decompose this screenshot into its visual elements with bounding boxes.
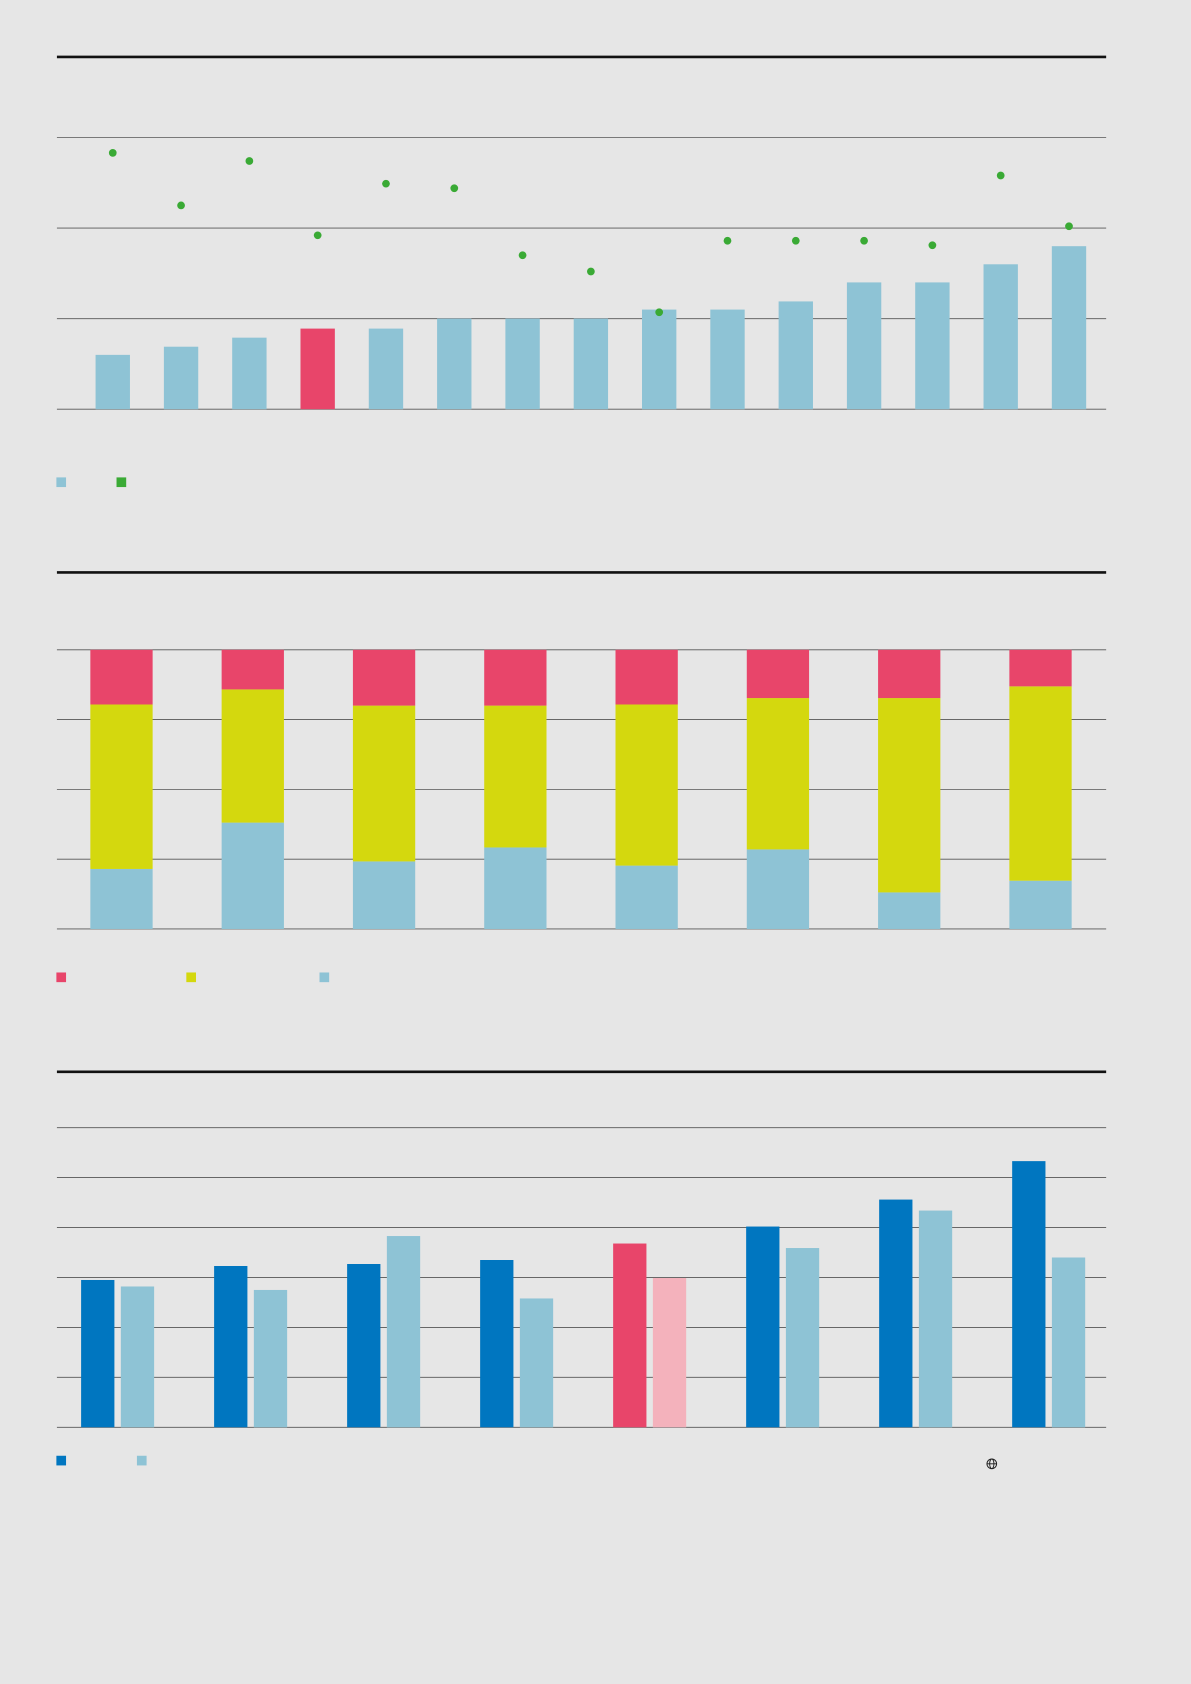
- bar: [214, 1265, 248, 1428]
- bar: [120, 1286, 155, 1428]
- legend-swatch: [56, 1455, 67, 1466]
- bar-segment: [221, 689, 284, 823]
- bar-segment: [746, 849, 810, 929]
- bar: [1051, 1257, 1086, 1428]
- legend-swatch: [56, 972, 67, 983]
- dot: [450, 184, 459, 193]
- dot: [587, 267, 595, 276]
- dot: [928, 241, 937, 250]
- bar-segment: [221, 822, 284, 929]
- dot: [1065, 222, 1073, 231]
- bar-segment: [352, 861, 416, 929]
- bar-segment: [221, 649, 284, 690]
- bar: [81, 1279, 115, 1428]
- bar: [232, 337, 267, 410]
- bar: [300, 328, 335, 410]
- legend-swatch: [319, 972, 330, 983]
- dot: [996, 171, 1005, 180]
- bar: [163, 346, 199, 410]
- bar: [642, 309, 677, 410]
- bar-segment: [1009, 686, 1072, 881]
- bar-segment: [615, 865, 678, 929]
- bar-segment: [90, 868, 153, 929]
- bar-segment: [615, 704, 678, 866]
- bar-segment: [484, 649, 547, 706]
- bar: [846, 282, 882, 410]
- dot: [245, 157, 254, 165]
- bar: [879, 1199, 913, 1428]
- bar: [918, 1210, 953, 1428]
- bar-segment: [90, 704, 153, 869]
- bar-segment: [746, 649, 810, 699]
- bar: [95, 354, 130, 410]
- dot: [108, 149, 117, 157]
- bar-segment: [878, 892, 941, 929]
- bar-segment: [615, 649, 678, 705]
- dot: [791, 236, 800, 245]
- legend-swatch: [136, 1455, 147, 1466]
- bar: [573, 318, 609, 410]
- bar: [915, 282, 950, 410]
- bar: [1051, 246, 1087, 410]
- bar-segment: [746, 698, 810, 850]
- bar: [746, 1226, 780, 1428]
- bar: [1012, 1161, 1046, 1428]
- dot: [518, 251, 527, 260]
- legend-swatch: [116, 477, 127, 488]
- legend-swatch: [56, 477, 67, 488]
- dot: [382, 179, 390, 188]
- bar: [368, 328, 404, 410]
- bar: [785, 1248, 820, 1428]
- bar-segment: [878, 698, 941, 893]
- bar-segment: [1009, 880, 1072, 929]
- bar: [613, 1243, 647, 1428]
- bar: [778, 301, 813, 410]
- dot: [177, 201, 185, 210]
- bar: [386, 1236, 421, 1428]
- dot: [313, 231, 322, 240]
- globe-icon: [986, 1458, 998, 1470]
- bar-segment: [352, 705, 416, 862]
- bar: [347, 1263, 381, 1428]
- bar-segment: [484, 847, 547, 929]
- bar: [652, 1277, 687, 1428]
- bar-segment: [484, 705, 547, 848]
- bar: [253, 1289, 288, 1428]
- legend-swatch: [186, 972, 196, 983]
- bar: [983, 264, 1018, 410]
- bar-segment: [878, 649, 941, 699]
- dot: [655, 308, 664, 317]
- bar-segment: [90, 649, 153, 705]
- bar-segment: [1009, 649, 1072, 687]
- dot: [860, 236, 868, 245]
- dot: [723, 236, 732, 245]
- bar: [710, 309, 745, 410]
- bar-segment: [352, 649, 416, 706]
- bar: [437, 318, 472, 410]
- bar: [505, 318, 540, 410]
- bar: [480, 1260, 514, 1428]
- bar: [519, 1298, 554, 1428]
